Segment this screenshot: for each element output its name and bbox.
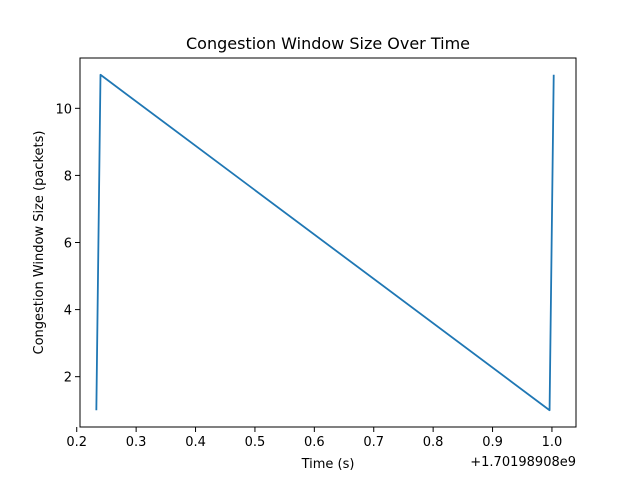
x-tick-label: 0.3: [126, 435, 147, 450]
x-axis-ticks: 0.2 0.3 0.4 0.5 0.6 0.7 0.8 0.9 1.0: [66, 427, 562, 450]
y-tick-label: 6: [64, 237, 72, 252]
x-axis-offset-label: +1.70198908e9: [470, 455, 576, 470]
series-layer: [95, 73, 555, 412]
x-tick-label: 0.8: [423, 435, 444, 450]
x-tick-label: 1.0: [542, 435, 563, 450]
x-tick-label: 0.6: [304, 435, 325, 450]
y-tick-label: 8: [64, 169, 72, 184]
x-tick-label: 0.7: [363, 435, 384, 450]
x-tick-label: 0.5: [245, 435, 266, 450]
chart-title: Congestion Window Size Over Time: [186, 34, 470, 53]
x-tick-label: 0.2: [66, 435, 87, 450]
plot-area-frame: [79, 57, 577, 428]
y-axis-ticks: 2 4 6 8 10: [55, 102, 80, 386]
series-line-0: [95, 73, 555, 412]
y-tick-label: 4: [64, 304, 72, 319]
x-axis-label: Time (s): [301, 457, 355, 472]
x-tick-label: 0.4: [185, 435, 206, 450]
y-axis-label: Congestion Window Size (packets): [32, 131, 47, 355]
y-tick-label: 2: [64, 371, 72, 386]
y-tick-label: 10: [55, 102, 72, 117]
x-tick-label: 0.9: [482, 435, 503, 450]
